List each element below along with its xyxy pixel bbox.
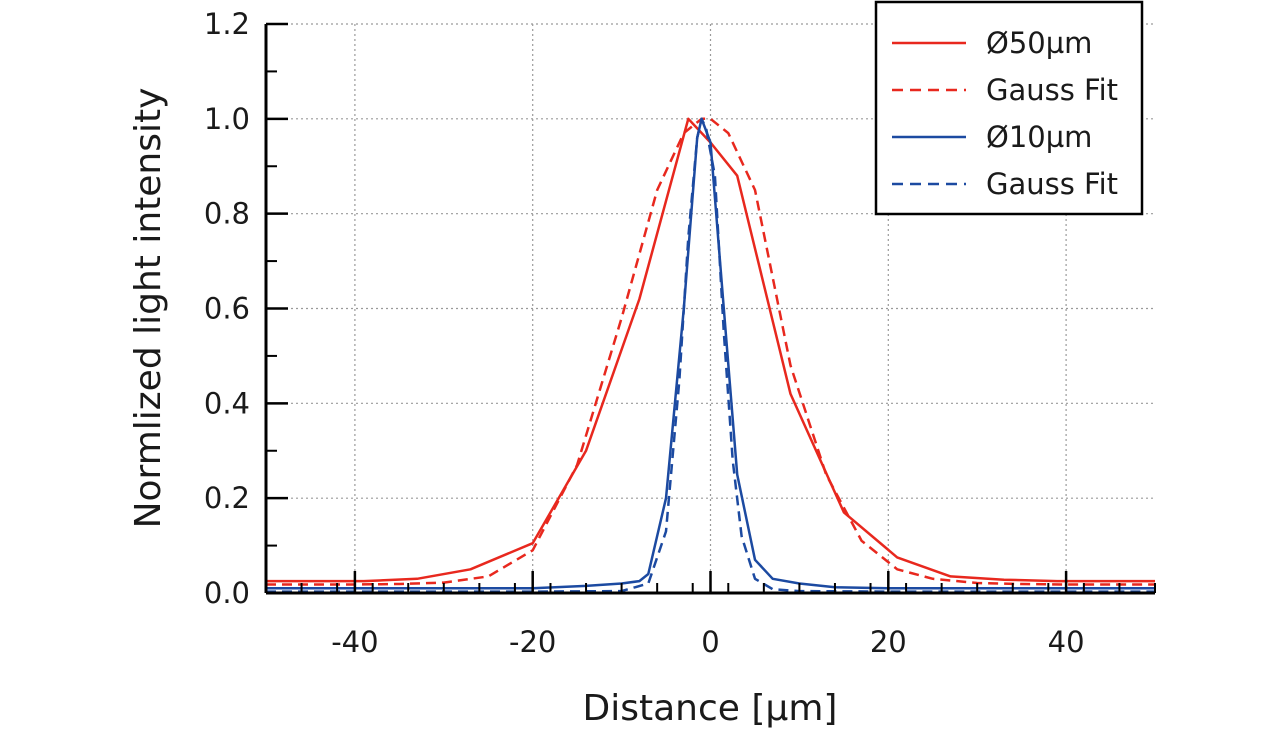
x-axis-title: Distance [µm] xyxy=(583,688,838,729)
legend-label-1: Gauss Fit xyxy=(986,73,1118,107)
axes xyxy=(264,22,1156,595)
x-tick-label: 20 xyxy=(870,625,907,659)
legend: Ø50µm Gauss Fit Ø10µm Gauss Fit xyxy=(874,0,1144,216)
legend-box xyxy=(874,0,1144,216)
y-tick-label: 0.4 xyxy=(204,386,250,420)
legend-label-2: Ø10µm xyxy=(986,120,1092,154)
x-tick-label: -20 xyxy=(509,625,556,659)
tick-labels: -40 -20 0 20 40 0.0 0.2 0.4 0.6 0.8 1.0 1.2 xyxy=(204,7,1085,659)
legend-label-3: Gauss Fit xyxy=(986,167,1118,201)
y-tick-label: 1.0 xyxy=(204,102,250,136)
y-tick-label: 0.6 xyxy=(204,292,250,326)
y-tick-label: 0.0 xyxy=(204,576,250,610)
x-tick-label: -40 xyxy=(331,625,378,659)
y-tick-label: 0.8 xyxy=(204,197,250,231)
y-tick-label: 0.2 xyxy=(204,481,250,515)
y-tick-label: 1.2 xyxy=(204,7,250,41)
x-tick-label: 0 xyxy=(701,625,719,659)
y-axis-title: Normlized light intensity xyxy=(128,88,169,529)
series-lines xyxy=(266,117,1155,593)
series-line-1 xyxy=(266,117,1155,586)
x-tick-label: 40 xyxy=(1048,625,1085,659)
legend-label-0: Ø50µm xyxy=(986,26,1092,60)
